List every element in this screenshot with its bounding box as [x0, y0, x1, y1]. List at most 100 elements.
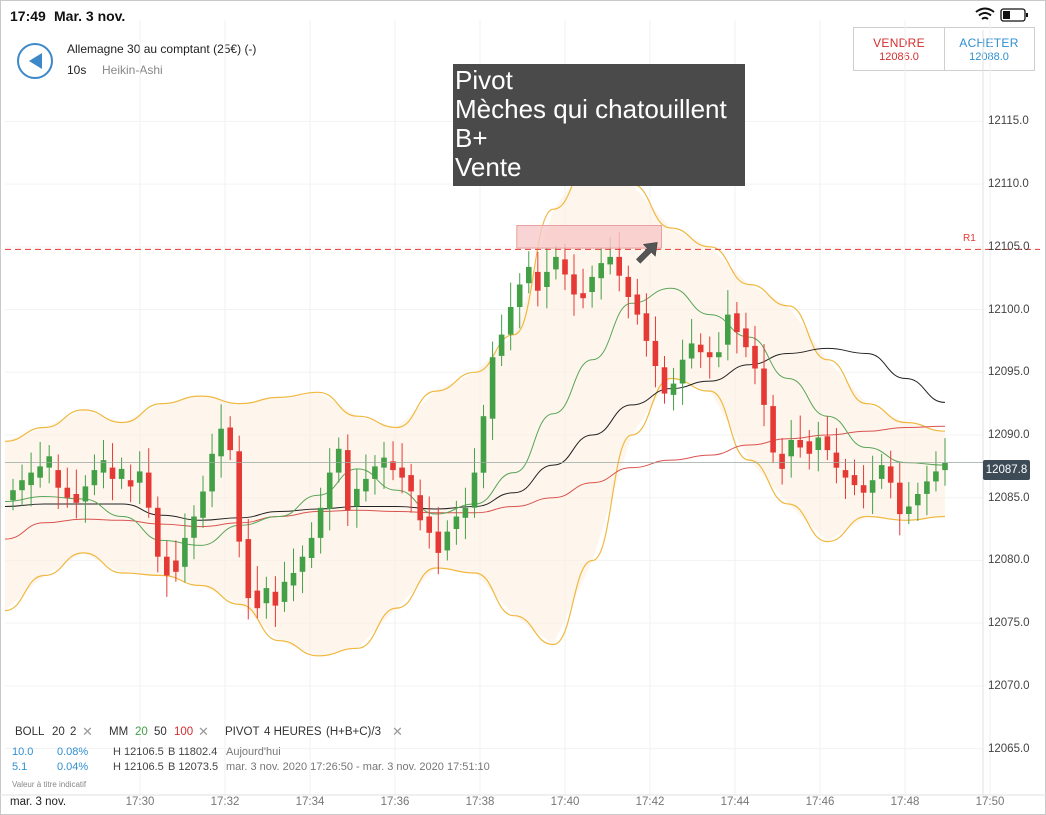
- candle-down: [164, 556, 170, 576]
- annotation-line-1: Pivot: [455, 65, 513, 95]
- candle-up: [19, 480, 25, 491]
- row2-period: mar. 3 nov. 2020 17:26:50 - mar. 3 nov. …: [226, 761, 490, 773]
- remove-pivot-icon[interactable]: ✕: [392, 724, 403, 739]
- candle-up: [100, 460, 107, 473]
- candle-up: [37, 466, 43, 478]
- remove-boll-icon[interactable]: ✕: [82, 724, 93, 739]
- y-tick-label: 12110.0: [988, 178, 1029, 191]
- x-axis: mar. 3 nov. 17:30 17:32 17:34 17:36 17:38 17:…: [0, 796, 1046, 812]
- status-time: 17:49: [10, 8, 46, 24]
- candle-up: [308, 537, 315, 558]
- candle-up: [607, 256, 613, 265]
- mm100-line: [4, 425, 946, 540]
- buy-label: ACHETER: [959, 36, 1019, 50]
- candle-up: [182, 537, 188, 567]
- candle-up: [788, 440, 794, 457]
- candle-up: [136, 471, 143, 483]
- candle-up: [46, 456, 52, 468]
- chart-type[interactable]: Heikin-Ashi: [102, 63, 163, 77]
- candle-down: [173, 560, 179, 572]
- candle-down: [887, 466, 894, 483]
- y-tick-label: 12090.0: [988, 429, 1030, 441]
- candle-down: [706, 352, 713, 358]
- candle-up: [462, 507, 469, 518]
- mm20-line: [4, 287, 946, 546]
- candle-down: [824, 436, 831, 451]
- mm50-line: [4, 347, 946, 521]
- x-tick-label: 17:44: [720, 796, 750, 808]
- back-arrow-icon: [29, 53, 42, 69]
- candle-down: [643, 313, 650, 341]
- pivot-label[interactable]: PIVOT: [225, 726, 260, 738]
- x-tick-label: 17:32: [210, 796, 240, 808]
- candle-up: [317, 507, 324, 538]
- x-tick-label: 17:46: [805, 796, 835, 808]
- pivot-formula: (H+B+C)/3: [326, 726, 381, 738]
- candle-up: [326, 472, 333, 509]
- boll-period: 20: [52, 726, 65, 738]
- candle-up: [507, 307, 514, 335]
- candle-down: [652, 340, 659, 366]
- x-axis-date: mar. 3 nov.: [10, 796, 67, 808]
- candle-down: [399, 467, 405, 478]
- annotation-box: Pivot Mèches qui chatouillent B+ Vente: [453, 64, 745, 186]
- y-tick-label: 12080.0: [988, 554, 1030, 567]
- candle-down: [580, 293, 586, 299]
- x-tick-label: 17:36: [380, 796, 410, 808]
- y-tick-label: 12095.0: [988, 366, 1030, 379]
- y-tick-label: 12085.0: [988, 491, 1030, 504]
- candle-down: [752, 345, 758, 369]
- row1-high: H 12106.5: [113, 746, 164, 758]
- candle-down: [833, 452, 840, 468]
- candle-down: [770, 406, 776, 453]
- mm50-label: 50: [154, 726, 167, 738]
- candle-down: [860, 485, 867, 493]
- trade-panel: VENDRE 12086.0 ACHETER 12088.0: [853, 27, 1035, 71]
- x-tick-label: 17:50: [975, 796, 1005, 808]
- disclaimer: Valeur à titre indicatif: [12, 780, 87, 789]
- mm100-label: 100: [174, 726, 194, 738]
- remove-mm-icon[interactable]: ✕: [198, 724, 209, 739]
- row2-high: H 12106.5: [113, 761, 164, 773]
- candle-up: [688, 343, 695, 359]
- candle-down: [145, 472, 152, 508]
- candle-up: [82, 486, 89, 502]
- candle-up: [354, 488, 360, 507]
- mm-label[interactable]: MM: [109, 726, 129, 738]
- y-tick-label: 12115.0: [988, 115, 1029, 128]
- arrow-annotation: [635, 242, 658, 264]
- row1-period: Aujourd'hui: [226, 746, 281, 758]
- candle-up: [489, 357, 496, 419]
- x-tick-label: 17:48: [890, 796, 920, 808]
- boll-label[interactable]: BOLL: [15, 726, 45, 738]
- x-tick-label: 17:34: [295, 796, 325, 808]
- candle-down: [616, 256, 622, 276]
- y-tick-label: 12065.0: [988, 742, 1030, 755]
- candle-down: [697, 344, 704, 353]
- buy-button[interactable]: ACHETER 12088.0: [944, 28, 1034, 70]
- sell-button[interactable]: VENDRE 12086.0: [854, 28, 945, 70]
- back-button[interactable]: [17, 43, 53, 79]
- candle-up: [906, 506, 912, 514]
- x-tick-label: 17:30: [125, 796, 155, 808]
- candle-down: [345, 450, 351, 511]
- candle-down: [435, 531, 442, 553]
- candle-up: [933, 471, 939, 482]
- candle-down: [272, 591, 279, 606]
- candle-down: [535, 271, 541, 291]
- status-date: Mar. 3 nov.: [54, 8, 126, 24]
- wifi-icon: [975, 7, 995, 20]
- annotation-line-2: Mèches qui chatouillent: [455, 94, 727, 124]
- candle-up: [200, 491, 206, 518]
- candle-up: [218, 428, 224, 457]
- candle-up: [209, 453, 215, 492]
- candle-down: [761, 368, 767, 405]
- candle-up: [444, 531, 451, 551]
- candle-up: [924, 481, 930, 494]
- candle-up: [516, 284, 523, 308]
- candle-down: [634, 294, 641, 315]
- indicator-legend: BOLL 20 2 ✕ MM 20 50 100 ✕ PIVOT 4 HEURE…: [0, 718, 980, 798]
- chart-interval[interactable]: 10s: [67, 63, 87, 77]
- candle-down: [64, 487, 71, 498]
- candle-up: [589, 276, 595, 292]
